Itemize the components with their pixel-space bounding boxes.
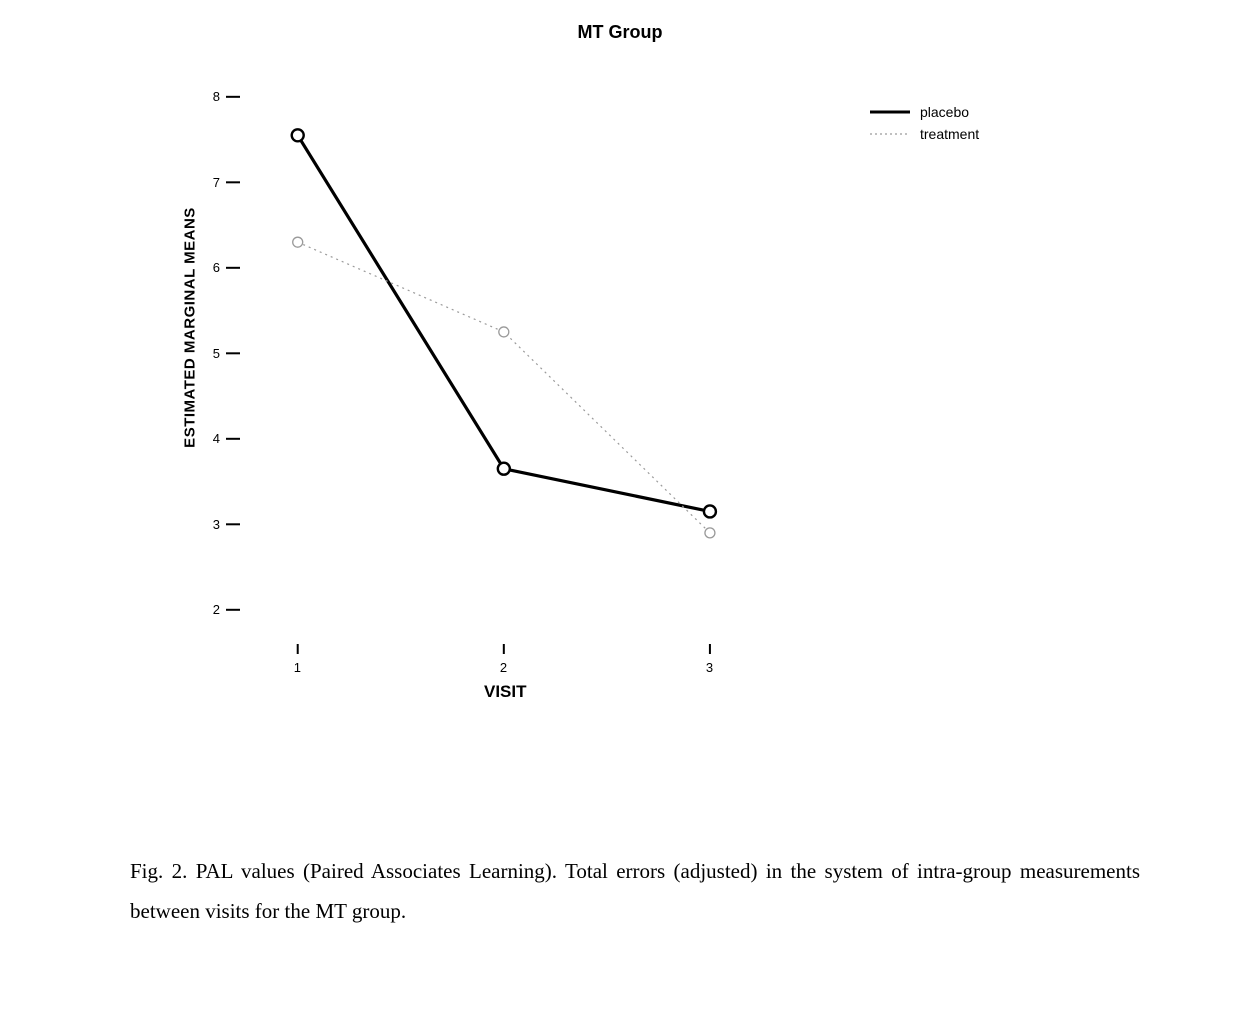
y-tick-label: 4 [213, 431, 220, 446]
legend-swatch [870, 106, 910, 118]
y-tick-label: 5 [213, 346, 220, 361]
series-marker-placebo [704, 505, 716, 517]
y-tick-label: 3 [213, 517, 220, 532]
y-tick-label: 8 [213, 89, 220, 104]
chart-container: MT Group 2345678 123 ESTIMATED MARGINAL … [0, 0, 1240, 780]
x-tick-label: 2 [500, 660, 507, 675]
series-marker-treatment [705, 528, 715, 538]
x-tick-label: 3 [706, 660, 713, 675]
y-axis-label: ESTIMATED MARGINAL MEANS [182, 198, 199, 458]
series-line-placebo [298, 135, 710, 511]
x-axis-label: VISIT [484, 682, 527, 702]
series-marker-placebo [292, 129, 304, 141]
series-marker-treatment [499, 327, 509, 337]
legend-label: placebo [920, 104, 969, 120]
legend-swatch [870, 128, 910, 140]
x-tick-label: 1 [294, 660, 301, 675]
legend-label: treatment [920, 126, 979, 142]
figure-caption: Fig. 2. PAL values (Paired Associates Le… [130, 852, 1140, 932]
series-marker-placebo [498, 463, 510, 475]
series-marker-treatment [293, 237, 303, 247]
series-line-treatment [298, 242, 710, 533]
y-tick-label: 2 [213, 602, 220, 617]
legend: placebo treatment [870, 104, 979, 148]
y-tick-label: 6 [213, 260, 220, 275]
y-tick-label: 7 [213, 175, 220, 190]
legend-item: placebo [870, 104, 979, 120]
legend-item: treatment [870, 126, 979, 142]
